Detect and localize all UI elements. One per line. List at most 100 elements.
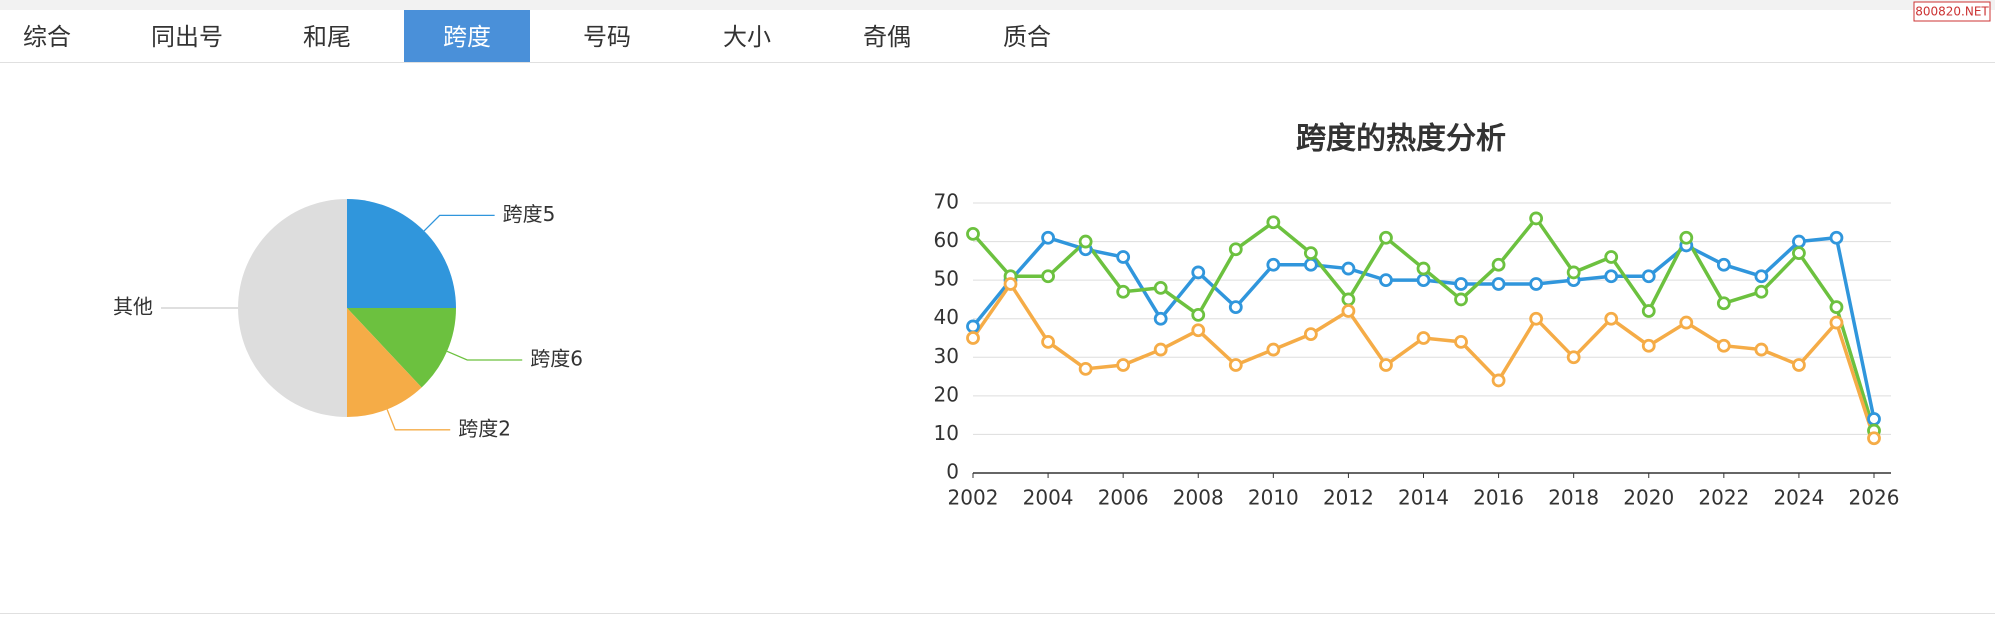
data-point: [1266, 342, 1281, 357]
data-point: [1792, 234, 1806, 249]
data-point: [1867, 431, 1881, 446]
tab[interactable]: 质合: [1003, 23, 1051, 51]
x-tick-label: 2018: [1548, 486, 1599, 510]
watermark: 800820.NET: [1915, 5, 1989, 19]
tab[interactable]: 号码: [583, 23, 631, 51]
x-tick-label: 2014: [1398, 486, 1449, 510]
data-point: [1754, 342, 1769, 357]
data-point: [1153, 342, 1168, 357]
data-point: [1341, 304, 1356, 318]
pie-slice: [347, 308, 456, 388]
data-point: [1078, 234, 1093, 249]
data-point: [1754, 284, 1769, 299]
data-point: [1491, 373, 1506, 388]
data-point: [1416, 331, 1431, 345]
pie-label: 其他: [113, 295, 153, 319]
x-tick-label: 2016: [1473, 486, 1524, 510]
data-point: [1303, 257, 1318, 272]
y-tick-label: 20: [934, 382, 959, 406]
data-point: [1792, 246, 1806, 261]
data-point: [1829, 315, 1844, 330]
pie-label: 跨度2: [458, 416, 511, 440]
tab[interactable]: 同出号: [151, 23, 223, 51]
pie-slice: [347, 199, 456, 308]
data-point: [1829, 230, 1844, 245]
data-point: [1491, 277, 1506, 291]
x-tick-label: 2010: [1248, 486, 1299, 510]
data-point: [1003, 277, 1018, 291]
data-point: [1529, 311, 1544, 326]
data-point: [1454, 277, 1468, 291]
pie-slice: [347, 308, 422, 417]
data-point: [966, 226, 980, 241]
data-point: [1604, 269, 1619, 284]
data-point: [1566, 350, 1581, 365]
x-tick-label: 2026: [1849, 486, 1900, 510]
data-point: [1266, 257, 1281, 272]
data-point: [966, 319, 980, 334]
data-point: [966, 331, 980, 345]
data-point: [1716, 257, 1731, 272]
data-point: [1116, 284, 1131, 299]
data-point: [1754, 269, 1769, 284]
data-point: [1416, 273, 1431, 288]
x-tick-label: 2020: [1623, 486, 1674, 510]
data-point: [1041, 334, 1055, 349]
top-strip: [0, 0, 1995, 10]
y-tick-label: 50: [934, 267, 959, 291]
y-tick-label: 30: [934, 344, 959, 368]
data-point: [1679, 315, 1694, 330]
data-point: [1228, 242, 1243, 257]
x-tick-label: 2022: [1698, 486, 1749, 510]
data-point: [1303, 246, 1318, 261]
x-tick-label: 2024: [1773, 486, 1824, 510]
data-point: [1379, 230, 1393, 245]
pie-label: 跨度5: [503, 202, 556, 226]
data-point: [1153, 311, 1168, 326]
data-point: [1529, 211, 1544, 226]
data-point: [1604, 250, 1619, 264]
data-point: [1867, 412, 1881, 426]
data-point: [1491, 257, 1506, 272]
x-tick-label: 2012: [1323, 486, 1374, 510]
y-tick-label: 70: [934, 190, 959, 214]
data-point: [1716, 338, 1731, 353]
leader-line: [386, 409, 451, 431]
data-point: [1153, 280, 1168, 295]
chart-title: 跨度的热度分析: [1296, 122, 1506, 157]
data-point: [1566, 265, 1581, 280]
data-point: [1116, 358, 1131, 372]
pie-slice: [238, 199, 347, 417]
tab[interactable]: 和尾: [303, 23, 351, 51]
tab[interactable]: 跨度: [443, 23, 491, 51]
data-point: [1303, 327, 1318, 342]
leader-line: [423, 214, 495, 232]
x-tick-label: 2004: [1023, 486, 1074, 510]
data-point: [1191, 323, 1206, 338]
data-point: [1454, 334, 1468, 349]
pie-label: 跨度6: [530, 347, 583, 371]
data-point: [1604, 311, 1619, 326]
watermark-box: [1913, 1, 1991, 22]
data-point: [1041, 269, 1055, 284]
data-point: [1341, 261, 1356, 276]
data-point: [1078, 361, 1093, 376]
tab[interactable]: 综合: [23, 23, 71, 51]
series-line: [971, 280, 1876, 439]
y-tick-label: 40: [934, 305, 959, 329]
data-point: [1829, 300, 1844, 315]
data-point: [1416, 261, 1431, 276]
tab[interactable]: 大小: [723, 23, 771, 51]
x-tick-label: 2008: [1173, 486, 1224, 510]
data-point: [1191, 265, 1206, 280]
data-point: [1529, 277, 1544, 291]
data-point: [1792, 358, 1806, 372]
data-point: [1379, 273, 1393, 288]
tab[interactable]: 奇偶: [863, 23, 911, 51]
data-point: [1266, 215, 1281, 230]
y-tick-label: 10: [934, 421, 959, 445]
data-point: [1641, 304, 1656, 318]
data-point: [1716, 296, 1731, 311]
